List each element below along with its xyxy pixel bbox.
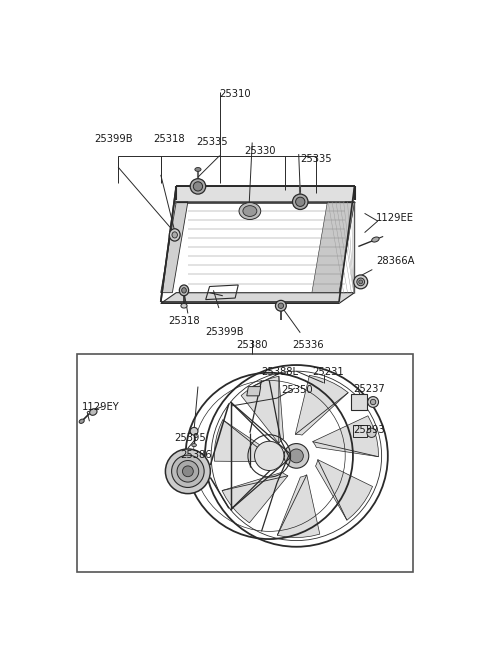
Text: 25386: 25386: [180, 450, 212, 460]
Polygon shape: [214, 420, 276, 462]
Ellipse shape: [306, 187, 328, 201]
Ellipse shape: [79, 419, 84, 423]
Ellipse shape: [289, 449, 303, 463]
Polygon shape: [161, 293, 355, 303]
Ellipse shape: [192, 443, 196, 447]
Polygon shape: [175, 187, 355, 202]
Ellipse shape: [172, 455, 204, 487]
Polygon shape: [161, 202, 188, 293]
Ellipse shape: [278, 303, 284, 309]
Ellipse shape: [190, 428, 198, 435]
Text: 28366A: 28366A: [376, 255, 415, 266]
Text: 25318: 25318: [168, 316, 200, 326]
Text: 25231: 25231: [312, 367, 344, 377]
Ellipse shape: [177, 460, 199, 482]
Ellipse shape: [372, 237, 379, 242]
Ellipse shape: [203, 187, 225, 201]
Text: 25336: 25336: [292, 341, 324, 350]
Ellipse shape: [284, 443, 309, 468]
Text: 25399B: 25399B: [94, 134, 133, 144]
Ellipse shape: [367, 428, 376, 438]
Ellipse shape: [276, 301, 286, 311]
Ellipse shape: [371, 400, 376, 405]
Text: 25350: 25350: [281, 385, 312, 395]
Ellipse shape: [90, 409, 97, 415]
Text: 25335: 25335: [196, 137, 228, 147]
Bar: [77, 354, 413, 572]
Ellipse shape: [190, 179, 206, 194]
Ellipse shape: [182, 466, 193, 477]
Text: 1129EE: 1129EE: [376, 213, 414, 223]
Ellipse shape: [193, 182, 203, 191]
Ellipse shape: [177, 187, 199, 201]
Ellipse shape: [368, 397, 379, 407]
Ellipse shape: [181, 288, 186, 293]
Ellipse shape: [254, 441, 284, 470]
Ellipse shape: [228, 187, 251, 201]
Ellipse shape: [280, 187, 302, 201]
Text: 25335: 25335: [300, 154, 332, 164]
Ellipse shape: [169, 229, 180, 241]
Ellipse shape: [195, 168, 201, 172]
Text: 25310: 25310: [220, 89, 251, 100]
Text: 1129EY: 1129EY: [82, 402, 120, 412]
Text: 25318: 25318: [153, 134, 185, 144]
Polygon shape: [330, 202, 355, 293]
Bar: [351, 394, 367, 411]
Ellipse shape: [332, 187, 354, 201]
Ellipse shape: [181, 303, 187, 308]
Ellipse shape: [359, 280, 362, 284]
Polygon shape: [315, 460, 372, 520]
Text: 25399B: 25399B: [206, 327, 244, 337]
Bar: [353, 425, 367, 438]
Ellipse shape: [166, 449, 210, 494]
Text: 25393: 25393: [353, 425, 384, 435]
Ellipse shape: [354, 275, 368, 289]
Text: 25380: 25380: [237, 341, 268, 350]
Text: 25237: 25237: [353, 384, 384, 394]
Text: 25395: 25395: [175, 433, 206, 443]
Text: 25330: 25330: [244, 146, 276, 157]
Text: 25388L: 25388L: [262, 367, 299, 377]
Polygon shape: [247, 386, 261, 396]
Ellipse shape: [172, 232, 178, 238]
Polygon shape: [295, 375, 348, 435]
Polygon shape: [175, 202, 353, 203]
Polygon shape: [222, 472, 288, 523]
Ellipse shape: [180, 285, 189, 296]
Polygon shape: [241, 376, 284, 443]
Ellipse shape: [243, 206, 257, 216]
Ellipse shape: [357, 278, 365, 286]
Ellipse shape: [254, 187, 276, 201]
Ellipse shape: [239, 202, 261, 219]
Polygon shape: [277, 475, 320, 538]
Ellipse shape: [296, 197, 305, 206]
Polygon shape: [312, 416, 379, 457]
Ellipse shape: [292, 194, 308, 210]
Polygon shape: [312, 202, 355, 293]
